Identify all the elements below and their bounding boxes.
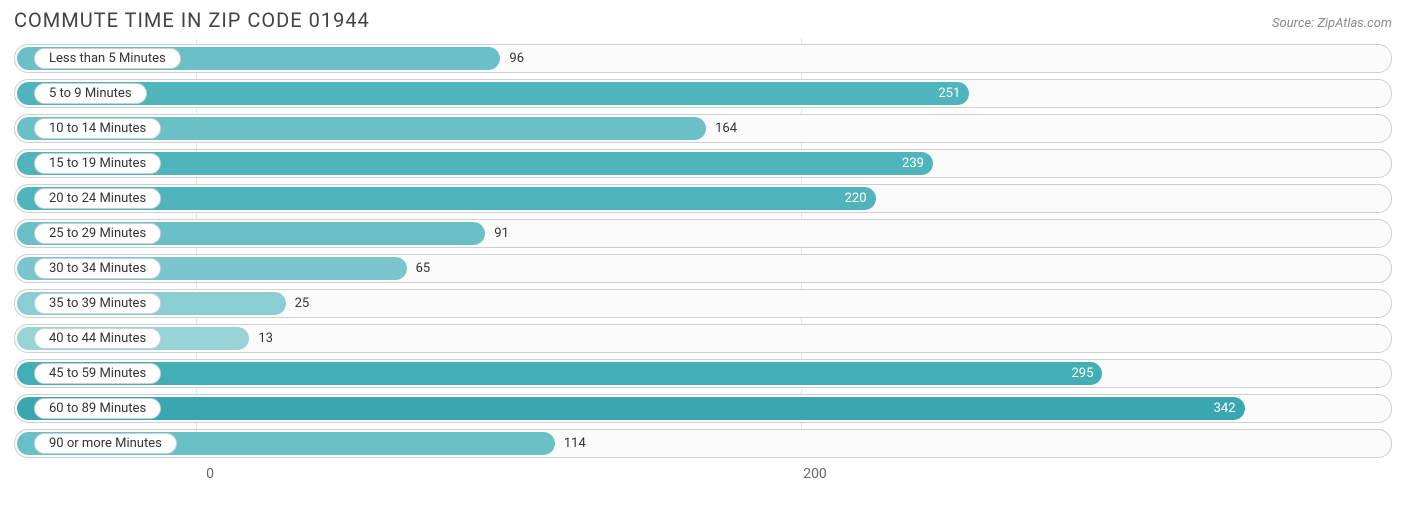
- bar-value: 25: [295, 289, 310, 318]
- bar-label: 10 to 14 Minutes: [34, 118, 161, 139]
- bar-label: 90 or more Minutes: [34, 433, 177, 454]
- bar-value: 65: [416, 254, 431, 283]
- bar-row: 40 to 44 Minutes 13: [14, 324, 1392, 353]
- bar-row: 90 or more Minutes 114: [14, 429, 1392, 458]
- bar-row: 60 to 89 Minutes 342: [14, 394, 1392, 423]
- bar-value: 220: [845, 184, 867, 213]
- chart-header: COMMUTE TIME IN ZIP CODE 01944 Source: Z…: [0, 0, 1406, 38]
- chart-title: COMMUTE TIME IN ZIP CODE 01944: [14, 8, 370, 32]
- bar-value: 342: [1214, 394, 1236, 423]
- bar-label: 60 to 89 Minutes: [34, 398, 161, 419]
- bar-label: 30 to 34 Minutes: [34, 258, 161, 279]
- bar-value: 91: [494, 219, 509, 248]
- axis-tick: 0: [206, 466, 214, 482]
- bar-label: 25 to 29 Minutes: [34, 223, 161, 244]
- bar-label: 35 to 39 Minutes: [34, 293, 161, 314]
- bar-row: 25 to 29 Minutes 91: [14, 219, 1392, 248]
- bar-label: 15 to 19 Minutes: [34, 153, 161, 174]
- bar-row: 5 to 9 Minutes 251: [14, 79, 1392, 108]
- bar-value: 13: [258, 324, 273, 353]
- bar-value: 239: [902, 149, 924, 178]
- bar-row: Less than 5 Minutes 96: [14, 44, 1392, 73]
- chart-source: Source: ZipAtlas.com: [1272, 16, 1392, 31]
- bar-value: 114: [564, 429, 586, 458]
- axis-tick: 200: [803, 466, 827, 482]
- chart-area: Less than 5 Minutes 96 5 to 9 Minutes 251 10…: [0, 38, 1406, 458]
- bar-label: 5 to 9 Minutes: [34, 83, 147, 104]
- bar-fill: [17, 397, 1245, 420]
- bar-label: 40 to 44 Minutes: [34, 328, 161, 349]
- bar-row: 15 to 19 Minutes 239: [14, 149, 1392, 178]
- bar-label: 45 to 59 Minutes: [34, 363, 161, 384]
- bar-row: 35 to 39 Minutes 25: [14, 289, 1392, 318]
- bar-value: 164: [715, 114, 737, 143]
- bars-container: Less than 5 Minutes 96 5 to 9 Minutes 251 10…: [14, 44, 1392, 458]
- bar-fill: [17, 82, 969, 105]
- bar-value: 295: [1071, 359, 1093, 388]
- bar-label: Less than 5 Minutes: [34, 48, 181, 69]
- bar-row: 45 to 59 Minutes 295: [14, 359, 1392, 388]
- bar-value: 251: [938, 79, 960, 108]
- x-axis: 0200400: [14, 464, 1392, 494]
- bar-fill: [17, 362, 1102, 385]
- bar-row: 20 to 24 Minutes 220: [14, 184, 1392, 213]
- bar-row: 30 to 34 Minutes 65: [14, 254, 1392, 283]
- bar-label: 20 to 24 Minutes: [34, 188, 161, 209]
- bar-row: 10 to 14 Minutes 164: [14, 114, 1392, 143]
- bar-value: 96: [509, 44, 524, 73]
